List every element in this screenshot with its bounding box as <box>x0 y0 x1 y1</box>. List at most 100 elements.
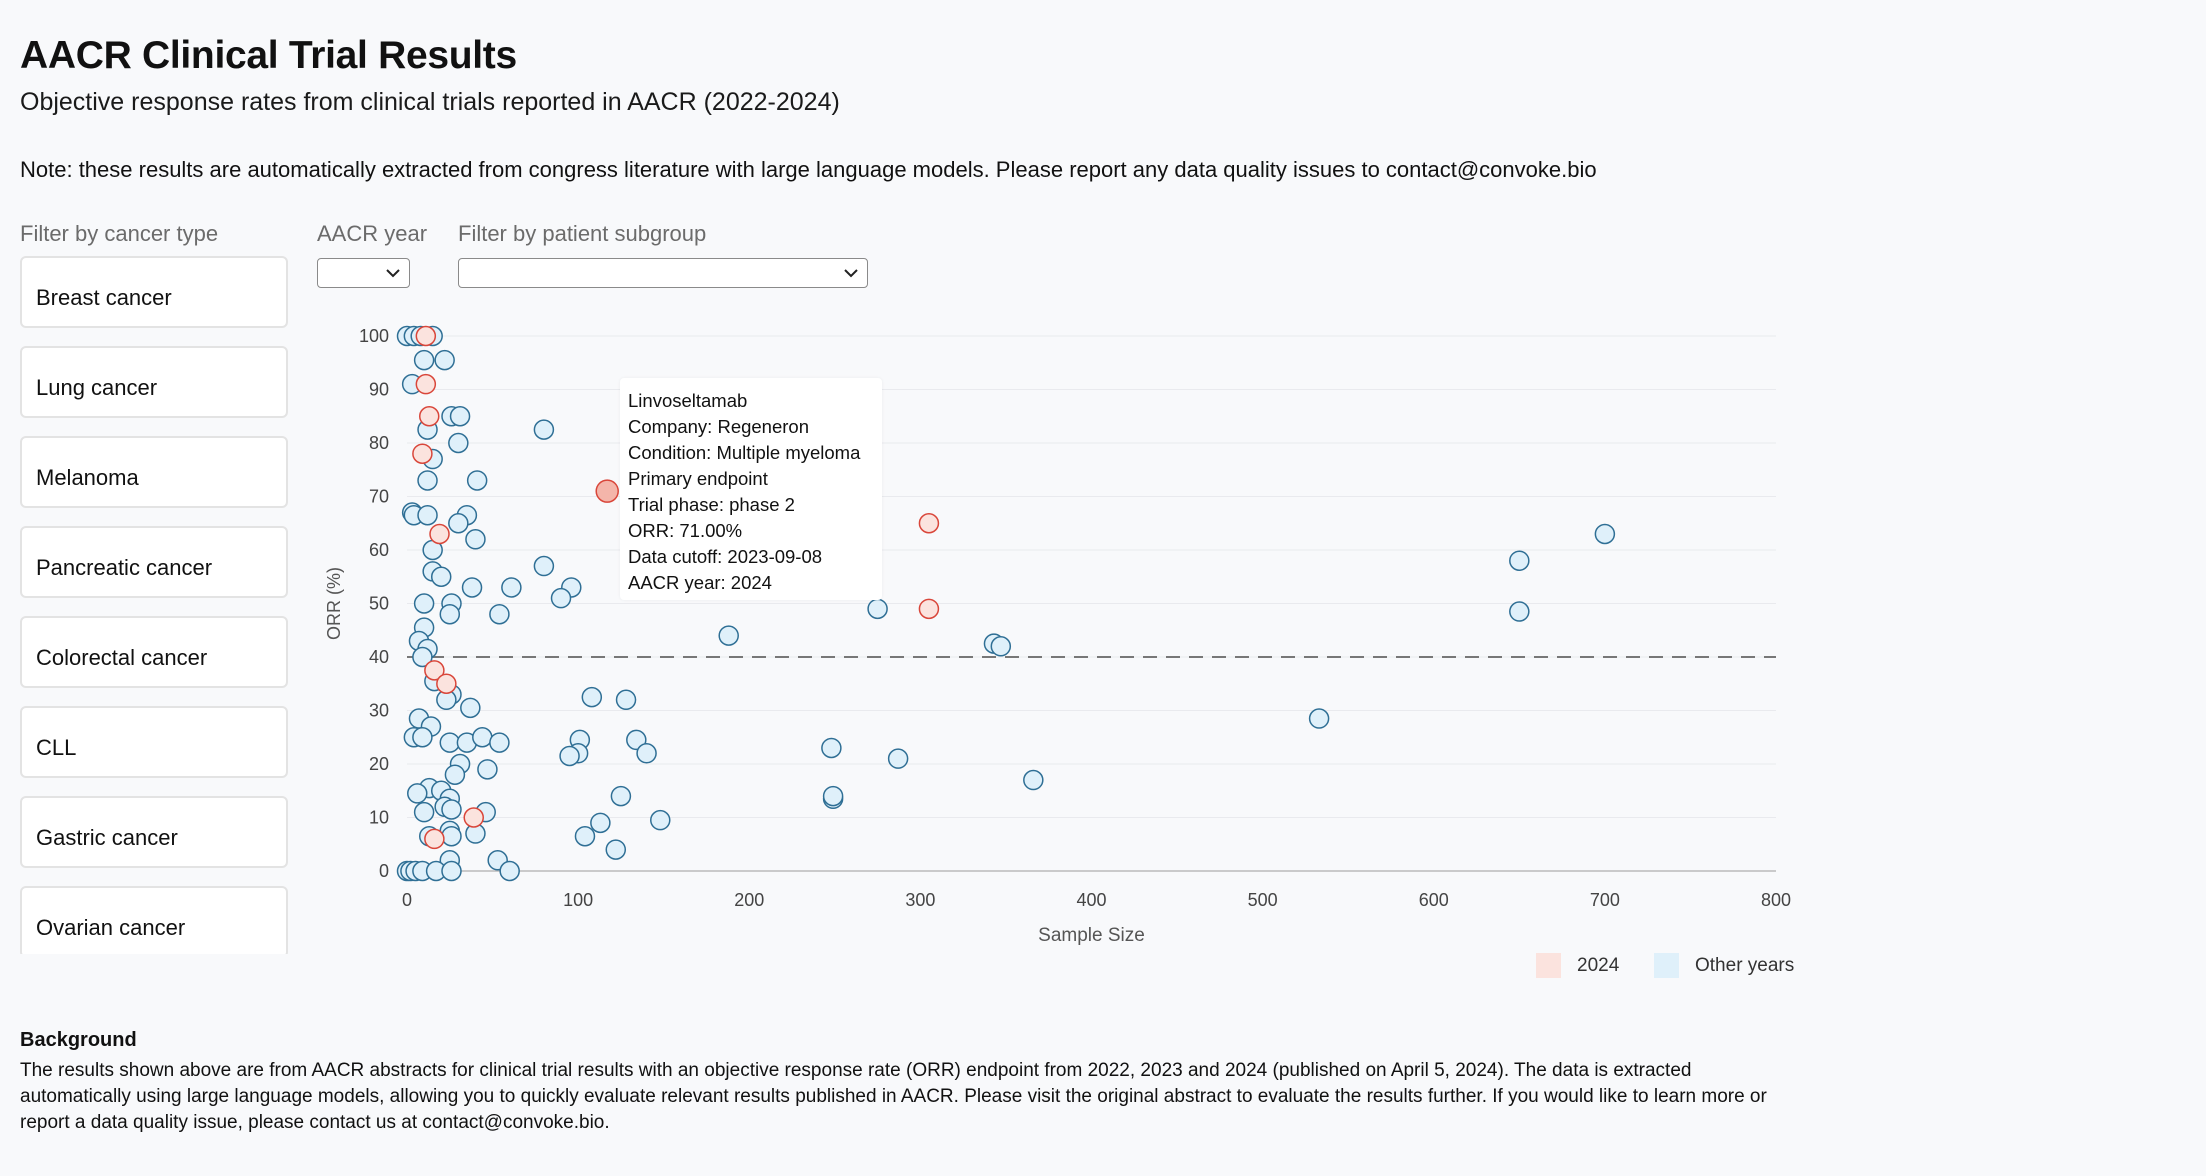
scatter-point-other-years[interactable] <box>466 470 488 491</box>
y-tick-label: 0 <box>379 861 389 881</box>
scatter-point-other-years[interactable] <box>636 743 657 764</box>
x-tick-label: 100 <box>563 890 593 910</box>
scatter-point-2024[interactable] <box>918 513 940 534</box>
scatter-point-other-years[interactable] <box>413 349 435 371</box>
scatter-point-other-years[interactable] <box>413 801 435 823</box>
year-select[interactable] <box>317 258 410 288</box>
scatter-point-other-years[interactable] <box>1308 708 1330 729</box>
scatter-point-other-years[interactable] <box>441 799 462 820</box>
scatter-point-other-years[interactable] <box>887 748 909 769</box>
tooltip-endpoint: Primary endpoint <box>628 468 768 489</box>
y-axis-label: ORR (%) <box>324 567 344 640</box>
scatter-point-other-years[interactable] <box>441 825 462 847</box>
scatter-point-other-years[interactable] <box>489 732 510 753</box>
scatter-point-other-years[interactable] <box>590 812 611 834</box>
scatter-point-other-years[interactable] <box>822 785 844 807</box>
y-tick-label: 90 <box>369 380 389 400</box>
scatter-point-other-years[interactable] <box>574 825 596 847</box>
cancer-type-pancreatic[interactable]: Pancreatic cancer <box>20 526 288 598</box>
scatter-point-other-years[interactable] <box>417 470 438 491</box>
scatter-point-2024[interactable] <box>424 660 445 681</box>
cancer-type-lung[interactable]: Lung cancer <box>20 346 288 418</box>
scatter-point-2024[interactable] <box>415 325 437 347</box>
cancer-type-melanoma[interactable]: Melanoma <box>20 436 288 508</box>
y-tick-label: 10 <box>369 808 389 828</box>
scatter-point-other-years[interactable] <box>718 625 739 646</box>
scatter-point-other-years[interactable] <box>439 732 461 753</box>
scatter-point-other-years[interactable] <box>439 603 461 625</box>
scatter-point-other-years[interactable] <box>430 566 452 587</box>
legend-swatch-2024 <box>1536 953 1561 978</box>
scatter-point-other-years[interactable] <box>581 686 603 708</box>
scatter-point-other-years[interactable] <box>460 697 481 719</box>
y-tick-label: 100 <box>359 326 389 346</box>
scatter-point-other-years[interactable] <box>465 529 486 550</box>
background-text: The results shown above are from AACR ab… <box>20 1060 1767 1133</box>
scatter-point-other-years[interactable] <box>615 689 637 711</box>
legend-label-2024: 2024 <box>1577 954 1620 976</box>
cancer-type-cll[interactable]: CLL <box>20 706 288 778</box>
scatter-point-other-years[interactable] <box>448 513 469 534</box>
scatter-point-other-years[interactable] <box>434 349 455 371</box>
cancer-type-gastric[interactable]: Gastric cancer <box>20 796 288 868</box>
scatter-point-other-years[interactable] <box>650 809 671 831</box>
cancer-type-ovarian[interactable]: Ovarian cancer <box>20 886 288 954</box>
scatter-point-other-years[interactable] <box>610 785 632 807</box>
scatter-point-other-years[interactable] <box>1509 601 1530 622</box>
scatter-point-other-years[interactable] <box>990 636 1012 657</box>
scatter-point-other-years[interactable] <box>444 764 466 785</box>
scatter-point-other-years[interactable] <box>1023 769 1044 791</box>
scatter-point-other-years[interactable] <box>1509 550 1530 571</box>
legend-item-2024[interactable]: 2024 <box>1536 953 1619 978</box>
scatter-point-2024[interactable] <box>918 598 940 620</box>
scatter-point-other-years[interactable] <box>550 587 572 609</box>
scatter-point-other-years[interactable] <box>489 603 510 625</box>
scatter-point-2024[interactable] <box>418 406 440 427</box>
scatter-point-2024[interactable] <box>412 443 433 464</box>
scatter-point-other-years[interactable] <box>821 737 842 759</box>
scatter-point-other-years[interactable] <box>441 860 462 882</box>
page-subtitle: Objective response rates from clinical t… <box>20 88 840 116</box>
cancer-type-colorectal[interactable]: Colorectal cancer <box>20 616 288 688</box>
orr-scatter-chart[interactable]: 0 10 20 30 40 50 60 70 80 90 100 0 100 200 300 400 500 6… <box>0 0 2206 1000</box>
scatter-point-other-years[interactable] <box>449 406 471 427</box>
scatter-point-2024[interactable] <box>436 673 457 694</box>
scatter-point-other-years[interactable] <box>867 598 888 620</box>
scatter-point-other-years[interactable] <box>533 419 555 440</box>
cancer-type-breast[interactable]: Breast cancer <box>20 256 288 328</box>
scatter-point-other-years[interactable] <box>605 839 627 860</box>
x-tick-label: 800 <box>1761 890 1791 910</box>
scatter-point-other-years[interactable] <box>417 504 438 526</box>
scatter-point-other-years[interactable] <box>412 646 433 668</box>
scatter-point-other-years[interactable] <box>533 555 555 577</box>
scatter-point-other-years[interactable] <box>559 745 580 767</box>
x-tick-label: 600 <box>1419 890 1449 910</box>
scatter-point-other-years[interactable] <box>1594 523 1616 545</box>
subgroup-select[interactable] <box>458 258 868 288</box>
scatter-point-highlighted[interactable] <box>595 479 619 503</box>
x-tick-label: 300 <box>905 890 935 910</box>
scatter-point-other-years[interactable] <box>412 727 433 748</box>
page-title: AACR Clinical Trial Results <box>20 34 517 77</box>
legend-label-other-years: Other years <box>1695 954 1795 976</box>
scatter-point-other-years[interactable] <box>501 577 522 598</box>
scatter-point-other-years[interactable] <box>413 593 435 614</box>
legend-item-other-years[interactable]: Other years <box>1654 953 1794 978</box>
scatter-point-other-years[interactable] <box>407 783 428 804</box>
scatter-point-2024[interactable] <box>429 523 450 545</box>
scatter-point-other-years[interactable] <box>499 860 520 882</box>
scatter-point-2024[interactable] <box>424 828 445 850</box>
tooltip-data-cutoff: Data cutoff: 2023-09-08 <box>628 546 823 567</box>
scatter-point-2024[interactable] <box>415 373 437 395</box>
scatter-point-other-years[interactable] <box>472 727 493 748</box>
scatter-point-2024[interactable] <box>463 807 484 828</box>
cancer-type-list[interactable]: Breast cancer Lung cancer Melanoma Pancr… <box>20 256 292 954</box>
y-tick-label: 80 <box>369 433 389 453</box>
y-tick-label: 30 <box>369 701 389 721</box>
x-tick-label: 0 <box>402 890 412 910</box>
scatter-point-other-years[interactable] <box>477 759 498 780</box>
scatter-point-other-years[interactable] <box>461 577 483 598</box>
scatter-point-other-years[interactable] <box>448 432 469 454</box>
x-tick-label: 200 <box>734 890 764 910</box>
